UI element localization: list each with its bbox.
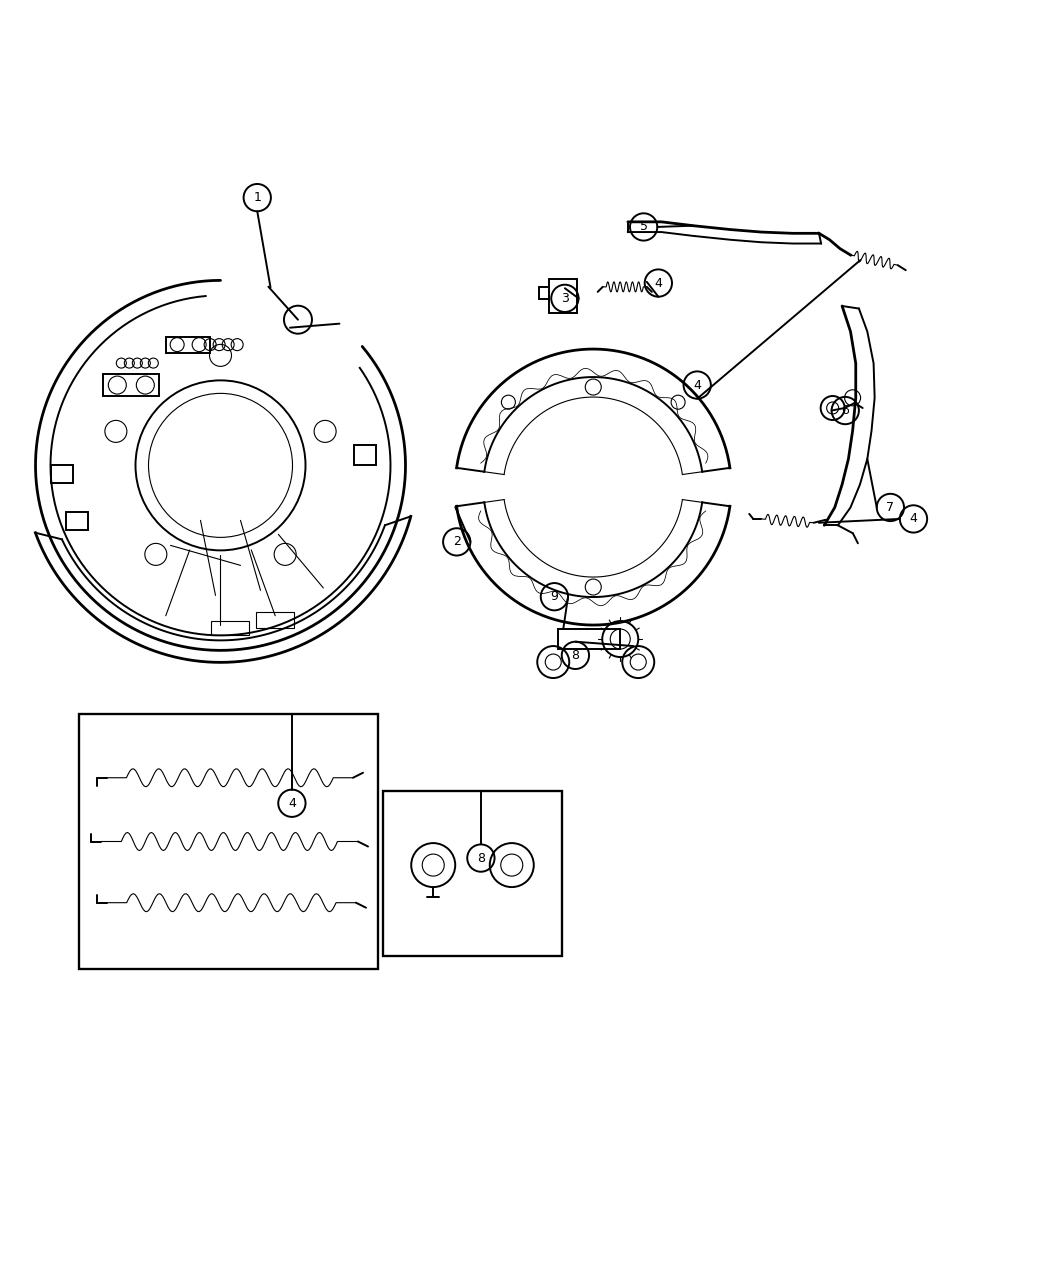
Bar <box>383 790 562 956</box>
Text: 8: 8 <box>477 852 485 864</box>
Bar <box>50 465 72 483</box>
Bar <box>255 612 294 629</box>
Bar <box>549 279 576 314</box>
Text: 3: 3 <box>561 292 569 305</box>
Bar <box>210 621 249 635</box>
Text: 4: 4 <box>288 797 296 810</box>
Bar <box>65 513 87 530</box>
Bar <box>559 629 621 649</box>
Text: 2: 2 <box>453 536 461 548</box>
Text: 4: 4 <box>693 379 701 391</box>
Bar <box>354 445 376 465</box>
Text: 9: 9 <box>550 590 559 603</box>
Text: 1: 1 <box>253 191 261 204</box>
Text: 8: 8 <box>571 649 580 662</box>
Text: 4: 4 <box>654 277 663 289</box>
Text: 7: 7 <box>886 501 895 514</box>
Text: 6: 6 <box>841 404 849 417</box>
Text: 5: 5 <box>639 221 648 233</box>
Bar <box>103 374 160 397</box>
Bar <box>166 337 210 353</box>
Bar <box>79 714 378 969</box>
Text: 4: 4 <box>909 513 918 525</box>
